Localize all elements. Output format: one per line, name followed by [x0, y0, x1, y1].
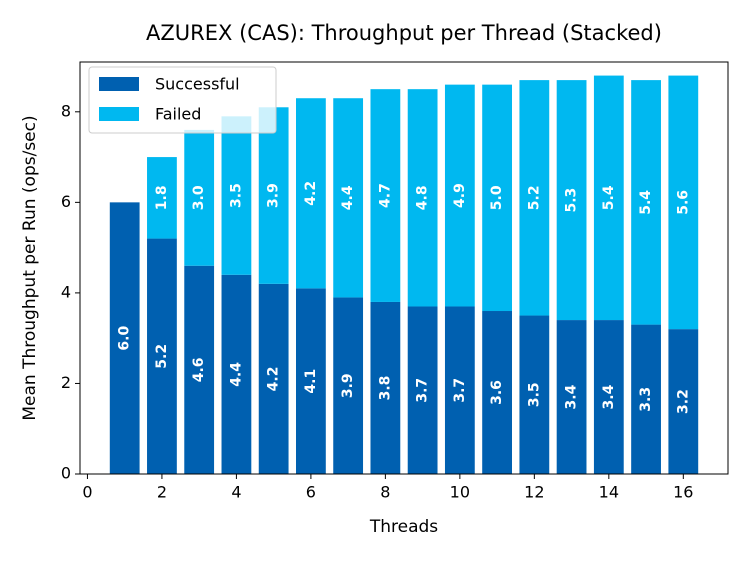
bar-segment: [593, 320, 624, 474]
legend-swatch: [99, 107, 139, 121]
y-tick-label: 6: [61, 192, 71, 211]
bar-segment: [333, 297, 364, 474]
value-label: 4.4: [228, 362, 244, 387]
bar-segment: [668, 329, 699, 474]
x-tick-label: 2: [157, 483, 167, 502]
x-tick-label: 16: [673, 483, 693, 502]
bar-segment: [258, 107, 289, 284]
bar-segment: [556, 320, 587, 474]
value-label: 4.2: [266, 367, 282, 392]
bar-segment: [109, 202, 140, 474]
x-tick-label: 8: [380, 483, 390, 502]
value-label: 5.6: [675, 190, 691, 215]
x-tick-label: 6: [306, 483, 316, 502]
y-tick-label: 4: [61, 282, 71, 301]
bar-segment: [147, 238, 177, 474]
bar-segment: [519, 315, 550, 474]
bar-segment: [184, 129, 215, 266]
bar-segment: [593, 75, 624, 321]
value-label: 3.7: [452, 378, 468, 403]
legend-label: Successful: [155, 75, 240, 94]
x-tick-label: 12: [524, 483, 544, 502]
value-label: 1.8: [154, 185, 170, 210]
value-label: 4.4: [340, 185, 356, 210]
value-label: 3.5: [526, 382, 542, 407]
value-label: 5.2: [154, 344, 170, 369]
bar-segment: [258, 283, 289, 474]
y-tick-label: 8: [61, 101, 71, 120]
value-label: 3.9: [340, 373, 356, 398]
value-label: 4.8: [415, 185, 431, 210]
value-label: 3.4: [601, 384, 617, 409]
value-label: 3.5: [228, 183, 244, 208]
value-label: 4.9: [452, 183, 468, 208]
value-label: 3.8: [377, 376, 393, 401]
x-axis-label: Threads: [369, 517, 438, 537]
bar-segment: [370, 301, 401, 474]
value-label: 3.4: [564, 384, 580, 409]
plot-frame: [79, 61, 729, 475]
value-label: 5.4: [638, 190, 654, 215]
y-tick-label: 2: [61, 373, 71, 392]
legend-swatch: [99, 77, 139, 91]
value-label: 4.6: [191, 357, 207, 382]
bar-segment: [296, 288, 326, 474]
bar-segment: [333, 98, 364, 298]
value-label: 3.9: [266, 183, 282, 208]
bar-segment: [668, 75, 699, 330]
bar-segment: [296, 98, 326, 289]
bar-segment: [444, 84, 475, 307]
bar-segment: [407, 89, 438, 307]
x-tick-label: 10: [450, 483, 470, 502]
x-tick-label: 14: [599, 483, 619, 502]
x-tick-label: 0: [82, 483, 92, 502]
value-label: 3.7: [415, 378, 431, 403]
value-label: 4.7: [377, 183, 393, 208]
bar-segment: [370, 89, 401, 302]
bar-segment: [221, 116, 252, 275]
value-label: 3.2: [675, 389, 691, 414]
value-label: 4.2: [303, 181, 319, 206]
bar-segment: [221, 274, 252, 474]
bar-segment: [482, 84, 512, 312]
bar-segment: [631, 80, 661, 325]
bar-segment: [147, 157, 177, 239]
chart-title: AZUREX (CAS): Throughput per Thread (Sta…: [146, 21, 662, 45]
value-label: 3.6: [489, 380, 505, 405]
value-label: 5.3: [564, 188, 580, 213]
x-tick-label: 4: [231, 483, 241, 502]
bar-segment: [519, 80, 550, 316]
y-axis-label: Mean Throughput per Run (ops/sec): [20, 115, 40, 420]
bar-segment: [556, 80, 587, 321]
value-label: 5.0: [489, 185, 505, 210]
bar-segment: [184, 265, 215, 474]
legend-label: Failed: [155, 105, 201, 124]
bar-segment: [631, 324, 661, 474]
value-label: 5.2: [526, 185, 542, 210]
y-tick-label: 0: [61, 464, 71, 483]
bar-segment: [407, 306, 438, 474]
bar-segment: [444, 306, 475, 474]
value-label: 5.4: [601, 185, 617, 210]
bar-segment: [482, 311, 512, 474]
value-label: 3.0: [191, 185, 207, 210]
value-label: 3.3: [638, 387, 654, 412]
value-label: 6.0: [117, 326, 133, 351]
value-label: 4.1: [303, 369, 319, 394]
